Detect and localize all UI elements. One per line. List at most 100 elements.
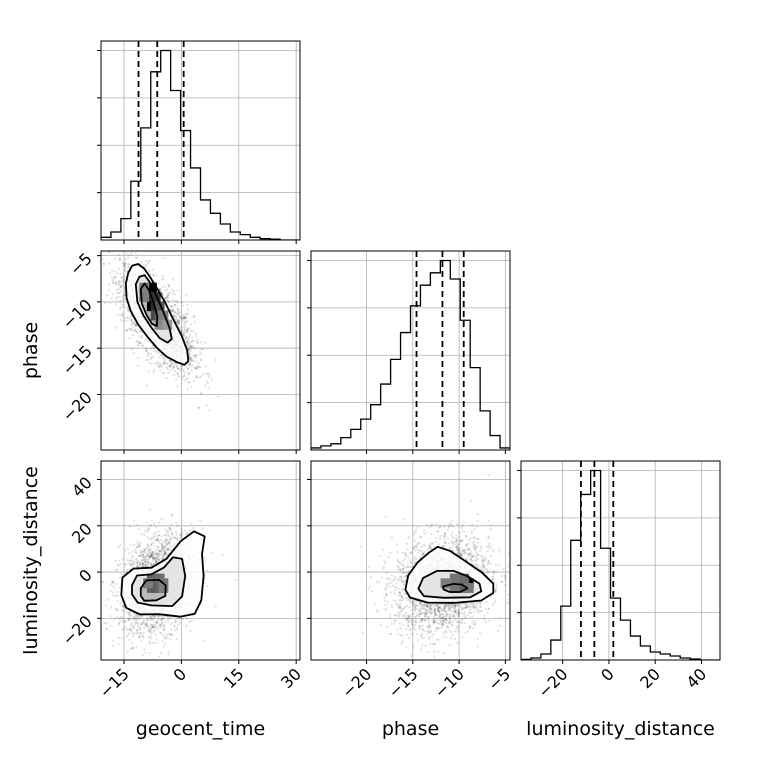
sample-point [178, 322, 181, 325]
sample-point [157, 558, 160, 561]
sample-point [152, 559, 155, 562]
sample-point [119, 314, 122, 317]
sample-point [170, 305, 173, 308]
sample-point [159, 626, 162, 629]
sample-point [117, 563, 120, 566]
sample-point [137, 364, 140, 367]
sample-point [176, 367, 180, 370]
sample-point [155, 558, 158, 562]
sample-point [139, 550, 143, 554]
sample-point [112, 594, 115, 597]
sample-point [196, 365, 199, 368]
sample-point [162, 616, 165, 619]
sample-point [167, 284, 171, 287]
sample-point [130, 323, 133, 327]
sample-point [150, 625, 153, 629]
sample-point [154, 531, 157, 534]
sample-point [139, 341, 142, 345]
sample-point [134, 548, 137, 552]
sample-point [121, 298, 124, 302]
sample-point [200, 359, 203, 362]
sample-point [175, 318, 179, 321]
sample-point [129, 245, 131, 247]
sample-point [170, 533, 173, 536]
sample-point [190, 344, 193, 348]
sample-point [101, 258, 104, 261]
sample-point [190, 346, 194, 350]
sample-point [107, 283, 110, 286]
sample-point [153, 642, 157, 645]
sample-point [183, 316, 187, 320]
sample-point [145, 553, 148, 556]
sample-point [189, 365, 192, 368]
sample-point [124, 258, 127, 261]
sample-point [133, 329, 136, 332]
sample-point [142, 559, 145, 562]
sample-point [176, 301, 179, 304]
sample-point [141, 562, 144, 565]
sample-point [148, 642, 151, 645]
sample-point [120, 248, 122, 250]
sample-point [123, 293, 126, 296]
sample-point [194, 355, 198, 358]
sample-point [130, 615, 134, 618]
sample-point [149, 623, 152, 626]
sample-point [170, 634, 173, 637]
sample-point [132, 543, 136, 546]
sample-point [179, 315, 182, 318]
sample-point [182, 317, 185, 320]
sample-point [116, 296, 119, 299]
sample-point [141, 344, 144, 347]
sample-point [119, 318, 122, 321]
sample-point [154, 558, 158, 561]
sample-point [186, 320, 189, 323]
x-tick-label: −15 [95, 664, 132, 701]
sample-point [119, 281, 122, 284]
sample-point [160, 547, 163, 550]
sample-point [174, 303, 177, 307]
sample-point [234, 579, 238, 582]
sample-point [128, 525, 132, 528]
sample-point [180, 316, 183, 320]
sample-point [160, 625, 163, 628]
sample-point [161, 545, 164, 548]
sample-point [115, 568, 119, 571]
sample-point [168, 527, 172, 530]
sample-point [138, 562, 142, 565]
sample-point [134, 256, 137, 259]
sample-point [179, 533, 182, 536]
sample-point [117, 267, 120, 270]
sample-point [130, 630, 133, 633]
sample-point [180, 534, 184, 537]
sample-point [163, 552, 166, 555]
sample-point [162, 361, 165, 364]
sample-point [130, 328, 134, 331]
density-cell [158, 582, 169, 593]
sample-point [161, 543, 164, 547]
sample-point [201, 527, 204, 530]
sample-point [165, 362, 168, 365]
sample-point [140, 623, 143, 626]
sample-point [180, 328, 184, 331]
sample-point [169, 633, 172, 636]
sample-point [137, 631, 140, 635]
sample-point [149, 554, 152, 557]
sample-point [116, 291, 119, 295]
sample-point [146, 629, 149, 633]
sample-point [119, 284, 122, 287]
sample-point [188, 381, 191, 384]
sample-point [157, 555, 160, 558]
sample-point [171, 368, 175, 371]
sample-point [173, 311, 176, 315]
sample-point [161, 278, 164, 282]
sample-point [150, 624, 153, 627]
sample-point [151, 625, 154, 629]
sample-point [185, 341, 188, 344]
sample-point [156, 555, 159, 559]
sample-point [147, 544, 150, 548]
sample-point [148, 508, 151, 511]
sample-point [165, 288, 168, 291]
sample-point [175, 378, 178, 381]
sample-point [128, 616, 131, 620]
sample-point [460, 539, 463, 542]
